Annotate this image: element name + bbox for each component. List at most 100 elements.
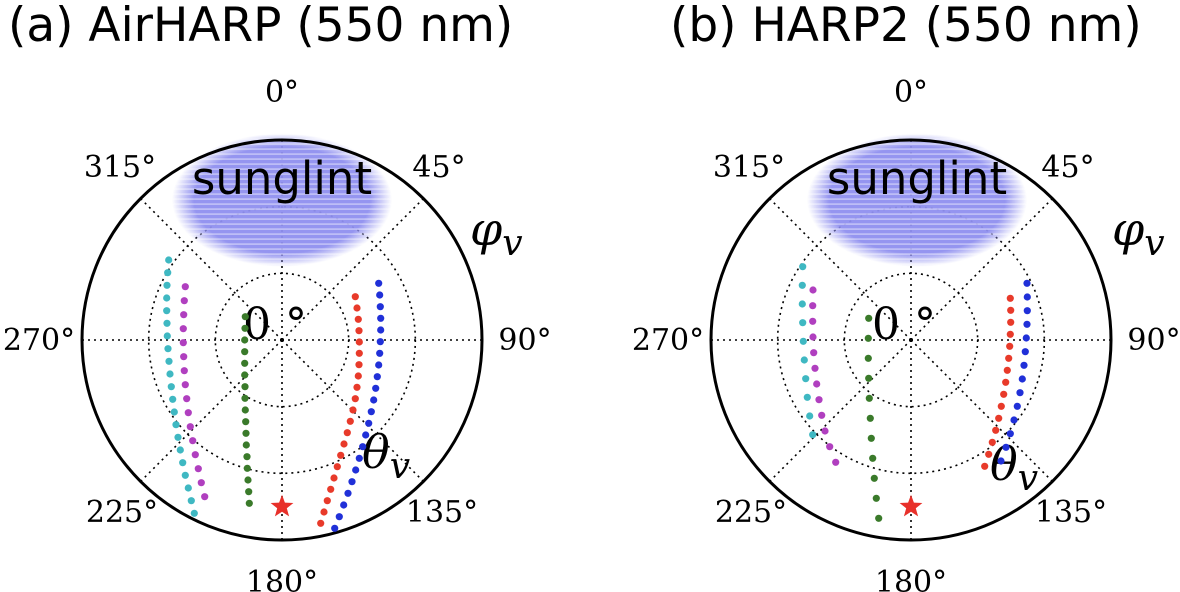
data-point [1002, 443, 1010, 451]
data-point [242, 418, 250, 426]
angle-tick-label: 135° [1035, 495, 1107, 530]
data-point [869, 454, 877, 462]
data-point [864, 354, 872, 362]
data-point [359, 443, 367, 451]
data-point [180, 311, 188, 319]
data-point [376, 338, 384, 346]
data-point [245, 488, 253, 496]
data-point [242, 441, 250, 449]
data-point [187, 497, 195, 505]
data-point [174, 433, 182, 441]
data-point [1018, 375, 1026, 383]
angle-tick-label: 315° [713, 150, 785, 185]
series-1 [179, 283, 209, 501]
data-point [1006, 342, 1014, 350]
polar-ring [147, 205, 417, 475]
angle-tick-label: 180° [875, 565, 947, 592]
data-point [337, 451, 345, 459]
data-point [183, 395, 191, 403]
data-point [353, 383, 361, 391]
center-dot [280, 338, 284, 342]
data-point [243, 453, 251, 461]
polar-spoke [140, 339, 283, 482]
data-point [355, 349, 363, 357]
data-point [826, 443, 834, 451]
sun-marker [270, 494, 294, 517]
data-point [997, 402, 1005, 410]
data-point [243, 464, 251, 472]
data-point [1006, 430, 1014, 438]
data-point [327, 485, 335, 493]
data-point [179, 325, 187, 333]
angle-tick-label: 270° [632, 323, 704, 358]
data-point [245, 499, 253, 507]
data-point [799, 319, 807, 327]
data-point [1006, 330, 1014, 338]
data-point [191, 451, 199, 459]
zenith-axis-label: θv [990, 437, 1038, 499]
angle-tick-label: 90° [1127, 323, 1180, 358]
angle-tick-label: 315° [84, 150, 156, 185]
data-point [355, 361, 363, 369]
data-point [809, 431, 817, 439]
azimuth-axis-label: φv [1112, 202, 1165, 264]
angle-tick-label: 45° [412, 150, 465, 185]
data-point [180, 353, 188, 361]
data-point [340, 440, 348, 448]
series-4 [331, 279, 385, 532]
data-point [165, 357, 173, 365]
data-point [241, 313, 249, 321]
data-point [818, 411, 826, 419]
data-point [362, 431, 370, 439]
data-point [241, 359, 249, 367]
data-point [870, 474, 878, 482]
data-point [241, 336, 249, 344]
data-point [1002, 378, 1010, 386]
polar-spoke [769, 339, 912, 482]
series-0 [163, 256, 198, 517]
data-point [343, 429, 351, 437]
polar-outer-circle [80, 138, 484, 542]
angle-tick-label: 180° [246, 565, 318, 592]
data-point [866, 414, 874, 422]
angle-tick-label: 0° [265, 75, 299, 110]
data-point [186, 423, 194, 431]
polar-outer-circle [709, 138, 1113, 542]
data-point [811, 364, 819, 372]
data-point [992, 426, 1000, 434]
data-point [241, 324, 249, 332]
data-point [179, 339, 187, 347]
data-point [194, 465, 202, 473]
data-point [1010, 416, 1018, 424]
data-point [995, 414, 1003, 422]
data-point [167, 383, 175, 391]
data-point [181, 471, 189, 479]
data-point [365, 419, 373, 427]
sunglint-label: sunglint [192, 152, 372, 205]
data-point [354, 315, 362, 323]
data-point [355, 338, 363, 346]
series-1 [809, 286, 840, 466]
data-point [351, 395, 359, 403]
data-point [184, 409, 192, 417]
sunglint-region [172, 133, 392, 267]
data-point [349, 406, 357, 414]
angle-tick-label: 45° [1041, 150, 1094, 185]
data-point [241, 394, 249, 402]
data-point [165, 256, 173, 264]
data-point [323, 497, 331, 505]
data-point [832, 458, 840, 466]
data-point [354, 372, 362, 380]
data-point [164, 345, 172, 353]
data-point [197, 479, 205, 487]
data-point [189, 437, 197, 445]
data-point [1005, 354, 1013, 362]
data-point [184, 484, 192, 492]
data-point [163, 307, 171, 315]
data-point [1020, 361, 1028, 369]
data-point [1022, 334, 1030, 342]
data-point [164, 269, 172, 277]
data-point [798, 281, 806, 289]
data-point [821, 427, 829, 435]
